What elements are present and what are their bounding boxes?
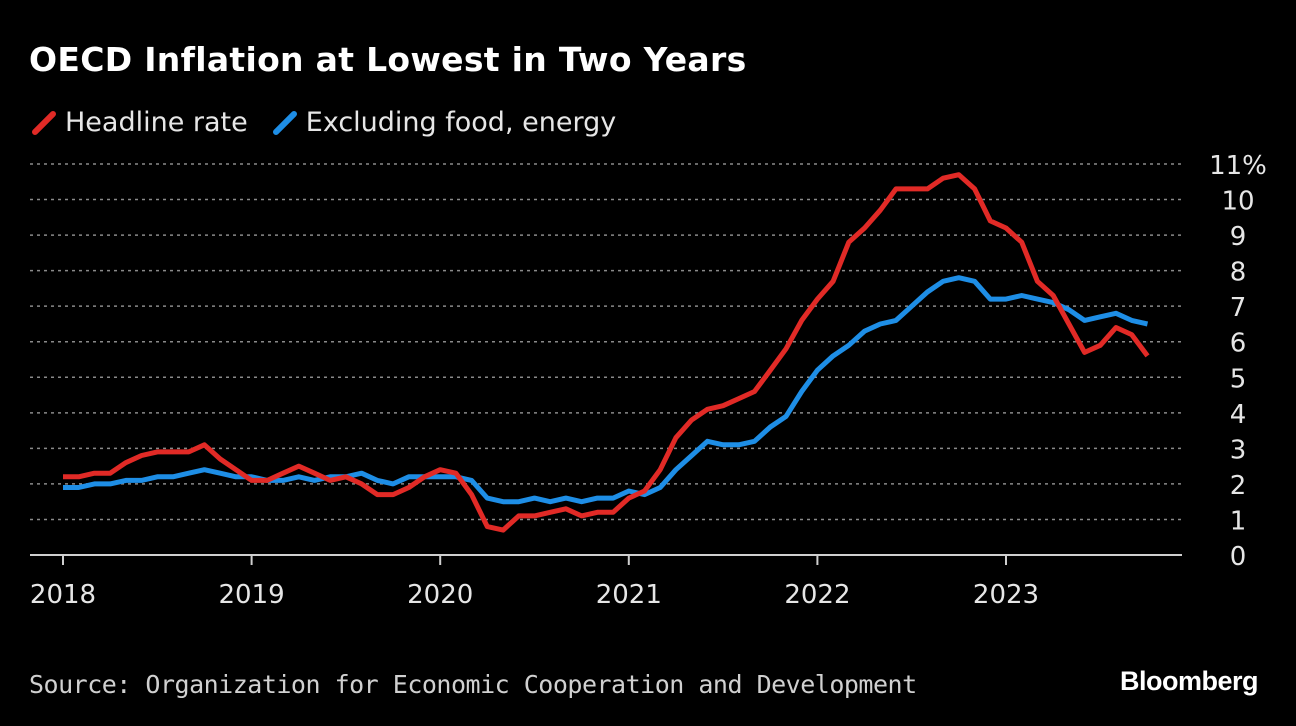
x-tick-label: 2023 — [973, 580, 1039, 610]
brand-logo: Bloomberg — [1119, 666, 1259, 696]
legend-swatch-headline-icon — [32, 110, 56, 135]
series-line-headline — [63, 172, 1150, 533]
y-tick-label: 9 — [1230, 222, 1247, 252]
y-tick-label: 0 — [1230, 542, 1247, 572]
chart-title: OECD Inflation at Lowest in Two Years — [29, 40, 747, 79]
x-tick-label: 2022 — [784, 580, 850, 610]
legend-item-core: Excluding food, energy — [270, 107, 616, 138]
series-line-core — [63, 275, 1149, 505]
source-note: Source: Organization for Economic Cooper… — [29, 670, 917, 699]
y-tick-label: 10 — [1221, 187, 1254, 217]
y-tick-label: 6 — [1230, 329, 1247, 359]
x-tick-label: 2021 — [596, 580, 662, 610]
y-tick-label: 7 — [1230, 293, 1247, 323]
legend-label-core: Excluding food, energy — [305, 107, 617, 138]
y-tick-label: 4 — [1230, 400, 1247, 430]
y-tick-label: 8 — [1230, 258, 1247, 288]
x-tick-label: 2020 — [407, 580, 473, 610]
legend-item-headline: Headline rate — [29, 107, 248, 138]
x-tick-label: 2019 — [219, 580, 285, 610]
y-tick-label: 3 — [1230, 435, 1247, 465]
legend-swatch-core-icon — [272, 110, 297, 135]
y-tick-label: 1 — [1230, 506, 1247, 536]
y-tick-label: 11% — [1209, 151, 1267, 181]
legend-label-headline: Headline rate — [65, 107, 248, 138]
x-tick-label: 2018 — [30, 580, 96, 610]
y-tick-label: 2 — [1230, 471, 1247, 501]
legend: Headline rate Excluding food, energy — [29, 107, 638, 138]
y-tick-label: 5 — [1230, 364, 1247, 394]
